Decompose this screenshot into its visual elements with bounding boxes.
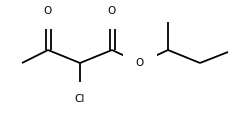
Text: O: O (44, 6, 52, 16)
Text: O: O (136, 58, 144, 68)
Text: Cl: Cl (75, 94, 85, 104)
Text: O: O (108, 6, 116, 16)
